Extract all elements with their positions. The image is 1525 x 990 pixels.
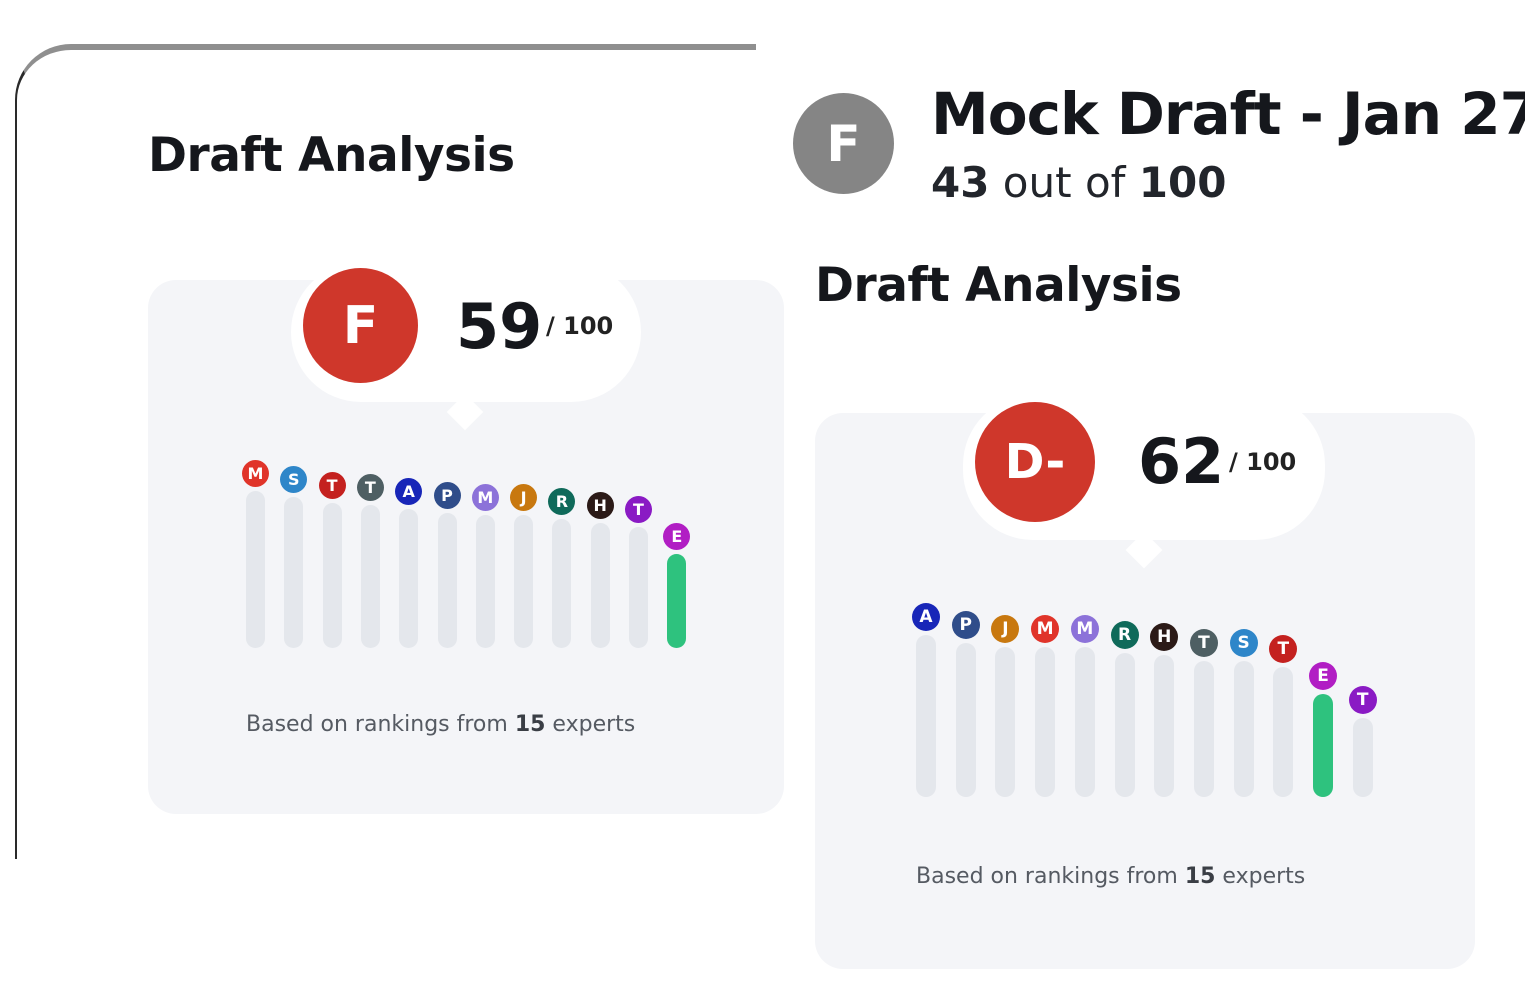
right-bar-8	[1193, 661, 1214, 797]
right-bar-1	[916, 635, 936, 797]
subscore-max: 100	[1138, 158, 1227, 207]
left-team-icon-e: E	[663, 523, 691, 550]
right-team-icon-r: R	[1110, 621, 1139, 649]
right-team-icon-e: E	[1309, 662, 1337, 690]
footnote-suffix: experts	[1215, 864, 1306, 889]
left-team-icon-r: R	[548, 488, 576, 515]
mock-draft-subscore: 43 out of 100	[931, 158, 1226, 207]
footnote-count: 15	[1184, 864, 1216, 889]
left-team-icon-t: T	[356, 474, 384, 501]
left-team-icon-h: H	[586, 492, 614, 519]
left-bar-5	[399, 509, 419, 648]
left-bar-3	[322, 503, 342, 648]
left-footnote: Based on rankings from 15 experts	[246, 712, 635, 737]
footnote-count: 15	[514, 712, 546, 737]
right-score-value: 62	[1138, 425, 1225, 498]
right-section-title: Draft Analysis	[815, 258, 1182, 313]
mock-draft-title: Mock Draft - Jan 27	[931, 80, 1525, 148]
right-team-icon-h: H	[1150, 623, 1179, 651]
right-bar-10	[1273, 667, 1294, 797]
right-score-max: / 100	[1229, 448, 1297, 476]
footnote-prefix: Based on rankings from	[916, 864, 1185, 889]
right-team-icon-m: M	[1070, 615, 1099, 643]
right-bar-2	[955, 643, 976, 797]
right-bar-4	[1035, 647, 1056, 797]
right-footnote: Based on rankings from 15 experts	[916, 864, 1305, 889]
right-bar-3	[995, 647, 1016, 797]
left-team-icon-t: T	[318, 472, 346, 499]
left-section-title: Draft Analysis	[148, 128, 515, 183]
footnote-prefix: Based on rankings from	[246, 712, 515, 737]
left-team-icon-m: M	[471, 484, 499, 511]
draft-avatar: F	[793, 93, 894, 194]
left-bar-6	[437, 513, 457, 648]
left-team-icon-s: S	[280, 466, 308, 493]
left-bar-10	[590, 523, 610, 648]
left-bar-8	[514, 515, 534, 648]
right-team-icon-t: T	[1348, 686, 1377, 714]
left-bar-9	[552, 519, 572, 648]
left-bar-7	[475, 515, 495, 648]
right-team-icon-t: T	[1189, 629, 1218, 657]
right-team-icon-j: J	[991, 615, 1020, 643]
right-bar-11	[1313, 694, 1333, 797]
left-bar-1	[246, 491, 265, 648]
right-bar-9	[1233, 661, 1254, 797]
right-bar-5	[1074, 647, 1095, 797]
right-grade-badge: D-	[975, 402, 1095, 522]
left-bar-11	[629, 527, 648, 648]
right-team-icon-m: M	[1031, 615, 1060, 643]
right-team-icon-a: A	[912, 603, 940, 631]
right-team-icon-p: P	[951, 611, 980, 639]
left-team-icon-t: T	[625, 496, 652, 523]
right-team-icon-s: S	[1229, 629, 1258, 657]
right-bar-7	[1154, 655, 1175, 797]
subscore-text: out of	[989, 158, 1139, 207]
footnote-suffix: experts	[545, 712, 636, 737]
left-team-icon-m: M	[242, 460, 269, 487]
subscore-value: 43	[931, 158, 990, 207]
right-bar-12	[1352, 718, 1373, 797]
left-bar-2	[284, 497, 304, 648]
left-grade-badge: F	[303, 268, 418, 383]
right-team-icon-t: T	[1269, 635, 1298, 663]
left-team-icon-a: A	[395, 478, 423, 505]
left-bar-4	[360, 505, 380, 648]
left-bar-12	[667, 554, 687, 648]
right-bar-6	[1114, 653, 1135, 797]
left-team-icon-p: P	[433, 482, 461, 509]
left-score-value: 59	[456, 290, 543, 363]
left-team-icon-j: J	[510, 484, 538, 511]
left-score-max: / 100	[546, 312, 614, 340]
